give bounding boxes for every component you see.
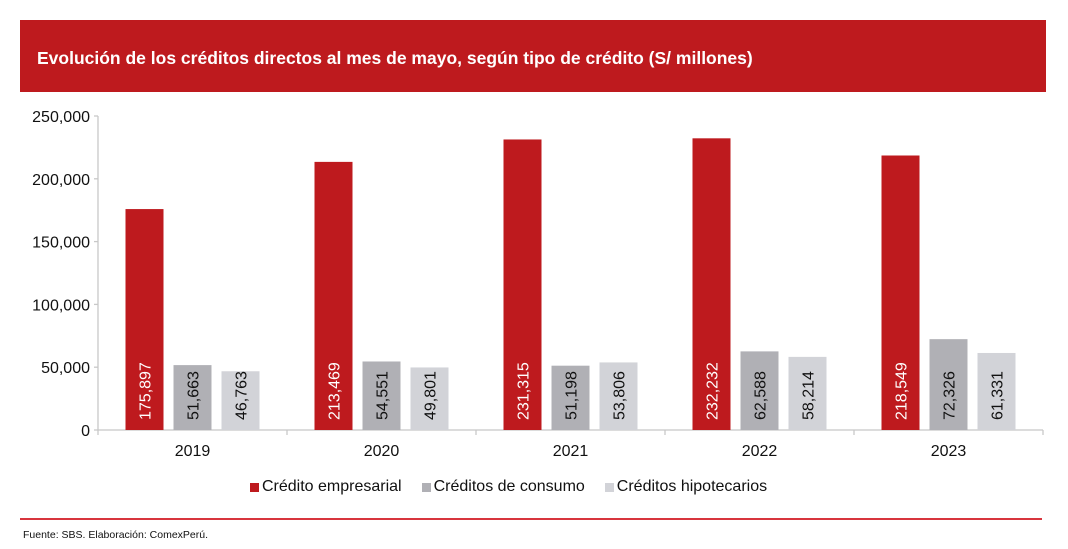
chart-title: Evolución de los créditos directos al me…	[37, 48, 753, 68]
legend-label: Créditos hipotecarios	[616, 478, 768, 495]
x-tick-label: 2023	[931, 443, 967, 460]
data-label: 175,897	[138, 362, 155, 420]
y-tick-label: 0	[81, 423, 90, 440]
legend-swatch-hipotecarios	[604, 482, 614, 492]
x-tick-label: 2022	[742, 443, 778, 460]
data-label: 46,763	[234, 371, 251, 420]
legend-label: Crédito empresarial	[262, 478, 402, 495]
bar-2021-1	[551, 365, 590, 430]
data-label: 62,588	[753, 371, 770, 420]
x-tick-label: 2020	[364, 443, 400, 460]
bar-2020-0	[314, 161, 353, 430]
legend-label: Créditos de consumo	[433, 478, 585, 495]
bar-2019-1	[173, 365, 212, 430]
legend-swatch-consumo	[421, 482, 431, 492]
bar-2023-0	[881, 155, 920, 431]
bar-2021-0	[503, 139, 542, 430]
bar-2022-0	[692, 138, 731, 431]
data-label: 72,326	[942, 371, 959, 420]
legend-item-hipotecarios: Créditos hipotecarios	[604, 478, 768, 496]
data-label: 51,198	[564, 371, 581, 420]
footer-divider	[20, 518, 1042, 520]
data-label: 58,214	[801, 371, 818, 420]
data-label: 232,232	[705, 362, 722, 420]
legend-swatch-empresarial	[250, 482, 259, 492]
y-tick-label: 50,000	[41, 360, 90, 377]
source-note: Fuente: SBS. Elaboración: ComexPerú.	[23, 529, 209, 541]
data-label: 53,806	[612, 371, 629, 420]
y-tick-label: 250,000	[32, 109, 90, 126]
legend: Crédito empresarial Créditos de consumo …	[250, 478, 767, 496]
bar-2021-2	[599, 362, 638, 430]
title-banner: Evolución de los créditos directos al me…	[20, 20, 1046, 92]
bar-2019-0	[125, 209, 164, 430]
data-label: 231,315	[516, 362, 533, 420]
bar-2023-2	[977, 352, 1016, 430]
data-label: 218,549	[894, 362, 911, 420]
y-tick-label: 200,000	[32, 172, 90, 189]
data-label: 49,801	[423, 371, 440, 420]
bar-2020-2	[410, 367, 449, 430]
x-tick-label: 2021	[553, 443, 589, 460]
data-label: 61,331	[990, 371, 1007, 420]
legend-item-empresarial: Crédito empresarial	[250, 478, 402, 496]
bar-2020-1	[362, 361, 401, 430]
y-tick-label: 150,000	[32, 235, 90, 252]
legend-item-consumo: Créditos de consumo	[421, 478, 585, 496]
data-label: 51,663	[186, 371, 203, 420]
y-tick-label: 100,000	[32, 297, 90, 314]
data-label: 54,551	[375, 371, 392, 420]
bar-2022-1	[740, 351, 779, 430]
bar-2019-2	[221, 371, 260, 430]
x-tick-label: 2019	[175, 443, 211, 460]
bar-chart: 0 50,000 100,000 150,000 200,000 250,000 2019 1…	[32, 109, 1044, 460]
bar-2022-2	[788, 356, 827, 430]
data-label: 213,469	[327, 362, 344, 420]
bar-2023-1	[929, 339, 968, 430]
